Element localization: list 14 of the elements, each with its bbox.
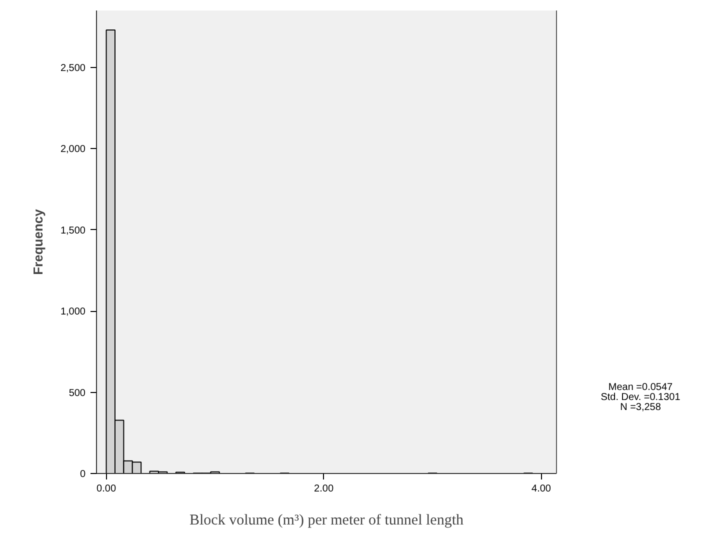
x-tick-label: 4.00 xyxy=(532,484,552,494)
y-axis-title: Frequency xyxy=(30,208,46,275)
y-tick-label: 1,500 xyxy=(60,225,86,236)
y-tick-label: 0 xyxy=(80,469,86,480)
text: Mean =0.0547 xyxy=(608,382,674,393)
y-tick-label: 1,000 xyxy=(60,306,86,318)
x-tick-label: 0.00 xyxy=(96,484,116,494)
x-axis-title: Block volume (m³) per meter of tunnel length xyxy=(189,512,464,528)
y-tick-label: 500 xyxy=(68,388,86,399)
x-tick-label: 2.00 xyxy=(314,484,334,494)
text: Std. Dev. =0.1301 xyxy=(600,392,681,403)
text: N =3,258 xyxy=(620,402,662,413)
y-tick-label: 2,500 xyxy=(60,62,86,74)
y-tick-label: 2,000 xyxy=(60,144,86,156)
